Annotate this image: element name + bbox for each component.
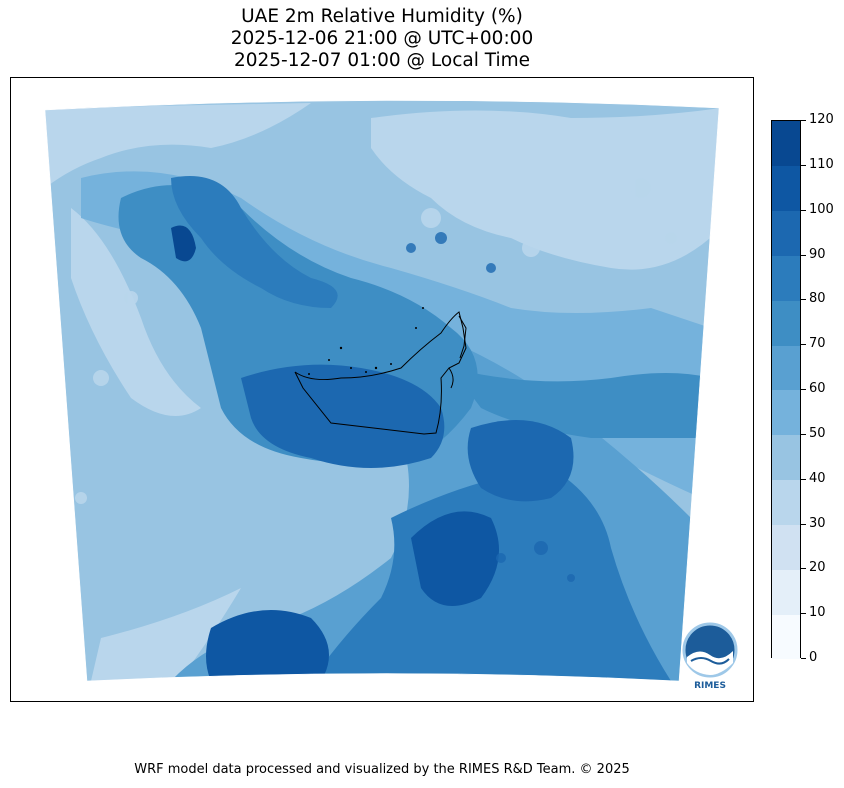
colorbar-tick-label: 100: [809, 201, 834, 217]
colorbar-tick: [801, 478, 806, 480]
rh-light-nw: [45, 103, 311, 188]
rh-light-w: [71, 208, 201, 416]
map-panel: RIMES: [10, 77, 754, 702]
colorbar-tick: [801, 658, 806, 659]
colorbar-tick: [801, 209, 806, 211]
colorbar-tick: [801, 299, 806, 301]
colorbar-segment: [772, 210, 800, 256]
rh-core-oman: [467, 420, 574, 502]
colorbar-segment: [772, 390, 800, 436]
colorbar-tick-label: 120: [809, 112, 834, 127]
colorbar-segment: [772, 255, 800, 301]
rh-core-peak: [171, 225, 196, 262]
rh-light-ne: [371, 108, 719, 270]
colorbar-tick: [801, 568, 806, 570]
chart-title: UAE 2m Relative Humidity (%) 2025-12-06 …: [10, 6, 754, 72]
rh-light-sw: [91, 588, 241, 681]
colorbar-segment: [772, 434, 800, 481]
title-line-3: 2025-12-07 01:00 @ Local Time: [233, 50, 531, 71]
colorbar-tick: [801, 164, 806, 166]
colorbar-tick-label: 20: [809, 560, 826, 576]
colorbar-tick-label: 60: [809, 381, 826, 396]
colorbar-tick-label: 30: [809, 515, 826, 531]
colorbar-tick-label: 70: [809, 336, 826, 352]
rimes-logo: RIMES: [681, 621, 739, 691]
rh-core-uae: [241, 364, 445, 468]
humidity-field: [45, 100, 719, 682]
rh-speckles-dark: [406, 232, 575, 582]
colorbar-segment: [772, 479, 800, 525]
colorbar-tick: [801, 254, 806, 256]
colorbar-segment: [772, 345, 800, 391]
colorbar-tick: [801, 120, 806, 121]
colorbar-segment: [772, 165, 800, 212]
colorbar-tick-label: 110: [809, 156, 834, 172]
domain-outline: [44, 100, 720, 682]
uae-boundary: [293, 311, 467, 435]
colorbar-segment: [772, 524, 800, 570]
colorbar-tick: [801, 344, 806, 346]
colorbar-segment: [772, 614, 800, 660]
rh-core-south: [411, 511, 499, 606]
colorbar: [771, 120, 801, 660]
rh-core-north: [171, 176, 338, 308]
colorbar-segment: [772, 121, 800, 167]
colorbar-tick-label: 50: [809, 425, 826, 441]
humidity-map: [44, 100, 720, 682]
colorbar-tick-label: 90: [809, 246, 826, 262]
title-line-1: UAE 2m Relative Humidity (%): [241, 6, 523, 27]
title-line-2: 2025-12-06 21:00 @ UTC+00:00: [230, 28, 534, 49]
uae-islands: [308, 307, 424, 375]
colorbar-tick: [801, 389, 806, 390]
colorbar-tick-label: 10: [809, 605, 826, 621]
colorbar-tick-label: 0: [809, 650, 818, 665]
logo-text: RIMES: [694, 681, 726, 691]
colorbar-tick: [801, 613, 806, 615]
colorbar-segment: [772, 300, 800, 346]
colorbar-tick: [801, 523, 806, 525]
rh-speckles-light: [75, 178, 677, 504]
colorbar-tick-label: 80: [809, 291, 826, 307]
colorbar-segment: [772, 569, 800, 615]
rh-core-southwest: [206, 610, 329, 681]
colorbar-tick: [801, 433, 806, 435]
colorbar-tick-label: 40: [809, 470, 826, 486]
footer-credit: WRF model data processed and visualized …: [134, 762, 630, 777]
